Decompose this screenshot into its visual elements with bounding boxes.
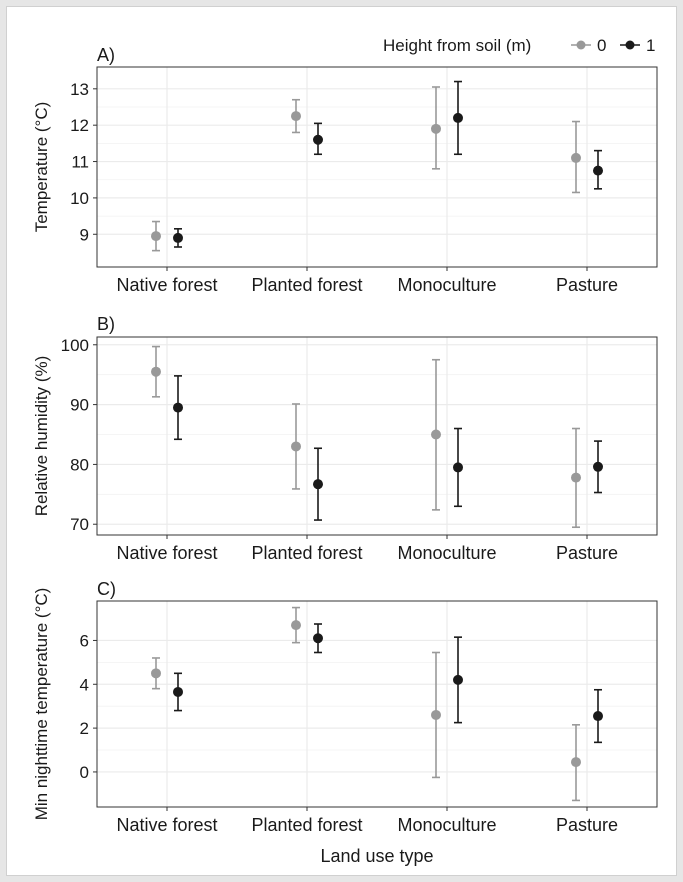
y-tick-label: 4 (80, 675, 89, 694)
y-tick-label: 6 (80, 631, 89, 650)
data-point (593, 165, 603, 176)
x-tick-label: Monoculture (397, 275, 496, 295)
legend: Height from soil (m) 0 1 (383, 36, 655, 55)
x-tick-label: Planted forest (251, 275, 362, 295)
figure-frame: Height from soil (m) 0 1 9 10 11 12 13 Native fo… (6, 6, 677, 876)
series-0 (151, 345, 581, 529)
panel-b: 70 80 90 100 Native forest Planted forest Mono… (32, 314, 658, 563)
data-point (313, 479, 323, 490)
data-point (431, 429, 441, 440)
data-point (453, 112, 463, 123)
data-point (173, 402, 183, 413)
panel-label: B) (97, 314, 115, 334)
y-tick-label: 12 (70, 116, 89, 135)
data-point (291, 111, 301, 122)
x-tick-label: Native forest (116, 543, 217, 563)
legend-key-point (625, 40, 635, 50)
y-tick-label: 9 (80, 225, 89, 244)
panel-background (97, 337, 657, 535)
data-point (571, 757, 581, 768)
y-axis-label: Relative humidity (%) (32, 356, 51, 517)
x-tick-label: Planted forest (251, 543, 362, 563)
panel-c: 0 2 4 6 Native forest Planted forest Monocultu… (32, 579, 658, 835)
x-axis-label: Land use type (320, 846, 433, 866)
y-tick-label: 10 (70, 189, 89, 208)
series-0 (151, 606, 581, 802)
panel-a: 9 10 11 12 13 Native forest Planted forest Mono… (32, 45, 658, 295)
data-point (291, 441, 301, 452)
legend-label: 0 (597, 36, 606, 55)
panel-border (96, 600, 658, 808)
panel-border (96, 66, 658, 268)
y-tick-label: 13 (70, 80, 89, 99)
chart-figure: Height from soil (m) 0 1 9 10 11 12 13 Native fo… (32, 36, 658, 866)
y-axis-label: Min nighttime temperature (°C) (32, 588, 51, 821)
y-tick-label: 70 (70, 515, 89, 534)
y-tick-label: 11 (71, 153, 89, 172)
panel-label: C) (97, 579, 116, 599)
x-tick-label: Pasture (556, 275, 618, 295)
data-point (151, 366, 161, 377)
x-tick-label: Monoculture (397, 815, 496, 835)
data-point (313, 134, 323, 145)
panel-border (96, 336, 658, 536)
data-point (151, 668, 161, 679)
panel-background (97, 67, 657, 267)
panel-label: A) (97, 45, 115, 65)
x-tick-label: Monoculture (397, 543, 496, 563)
y-tick-label: 2 (80, 719, 89, 738)
series-0 (151, 86, 581, 252)
data-point (571, 472, 581, 483)
y-tick-label: 100 (61, 336, 89, 355)
data-point (173, 686, 183, 697)
data-point (431, 123, 441, 134)
data-point (593, 461, 603, 472)
x-tick-label: Planted forest (251, 815, 362, 835)
x-tick-label: Pasture (556, 543, 618, 563)
legend-key-point (576, 40, 586, 50)
y-tick-label: 0 (80, 763, 89, 782)
data-point (593, 711, 603, 722)
x-tick-label: Native forest (116, 275, 217, 295)
data-point (453, 462, 463, 473)
data-point (173, 232, 183, 243)
y-tick-label: 80 (70, 455, 89, 474)
legend-label: 1 (646, 36, 655, 55)
legend-title: Height from soil (m) (383, 36, 531, 55)
data-point (151, 231, 161, 242)
series-1 (173, 375, 603, 521)
panel-background (97, 601, 657, 807)
data-point (291, 620, 301, 631)
data-point (431, 709, 441, 720)
series-1 (173, 80, 603, 248)
x-tick-label: Native forest (116, 815, 217, 835)
data-point (571, 152, 581, 163)
data-point (313, 633, 323, 644)
y-tick-label: 90 (70, 396, 89, 415)
x-tick-label: Pasture (556, 815, 618, 835)
data-point (453, 674, 463, 685)
y-axis-label: Temperature (°C) (32, 102, 51, 233)
series-1 (173, 623, 603, 744)
